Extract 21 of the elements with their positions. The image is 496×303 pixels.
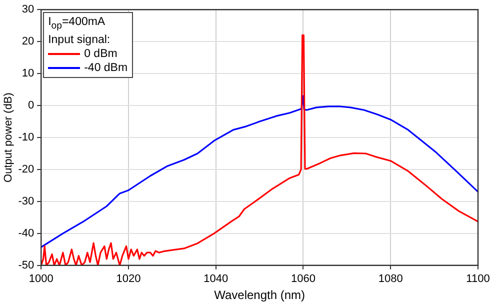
x-tick-label: 1100 [466,273,490,286]
y-tick-label: 30 [22,4,34,16]
annotation: I$_{op}$=400mA [48,14,106,33]
legend-label: -40 dBm [84,60,128,75]
y-tick-label: -40 [18,227,34,240]
x-tick-label: 1000 [28,273,54,286]
y-tick-label: 20 [22,36,34,48]
x-tick-label: 1060 [290,273,316,286]
legend-title: Input signal: [48,32,112,47]
x-tick-label: 1040 [204,273,228,286]
y-tick-label: -30 [18,195,34,208]
y-tick-label: 10 [22,68,34,80]
y-tick-label: -10 [18,132,34,144]
y-axis-title: Output power (dB) [2,92,15,182]
y-tick-label: -20 [18,164,34,176]
y-tick-label: -50 [18,259,34,272]
legend-label: 0 dBm [84,46,118,61]
x-tick-label: 1020 [116,273,141,286]
y-tick-label: 0 [28,100,34,112]
x-tick-label: 1080 [378,273,403,286]
x-axis-title: Wavelength (nm) [214,288,306,302]
